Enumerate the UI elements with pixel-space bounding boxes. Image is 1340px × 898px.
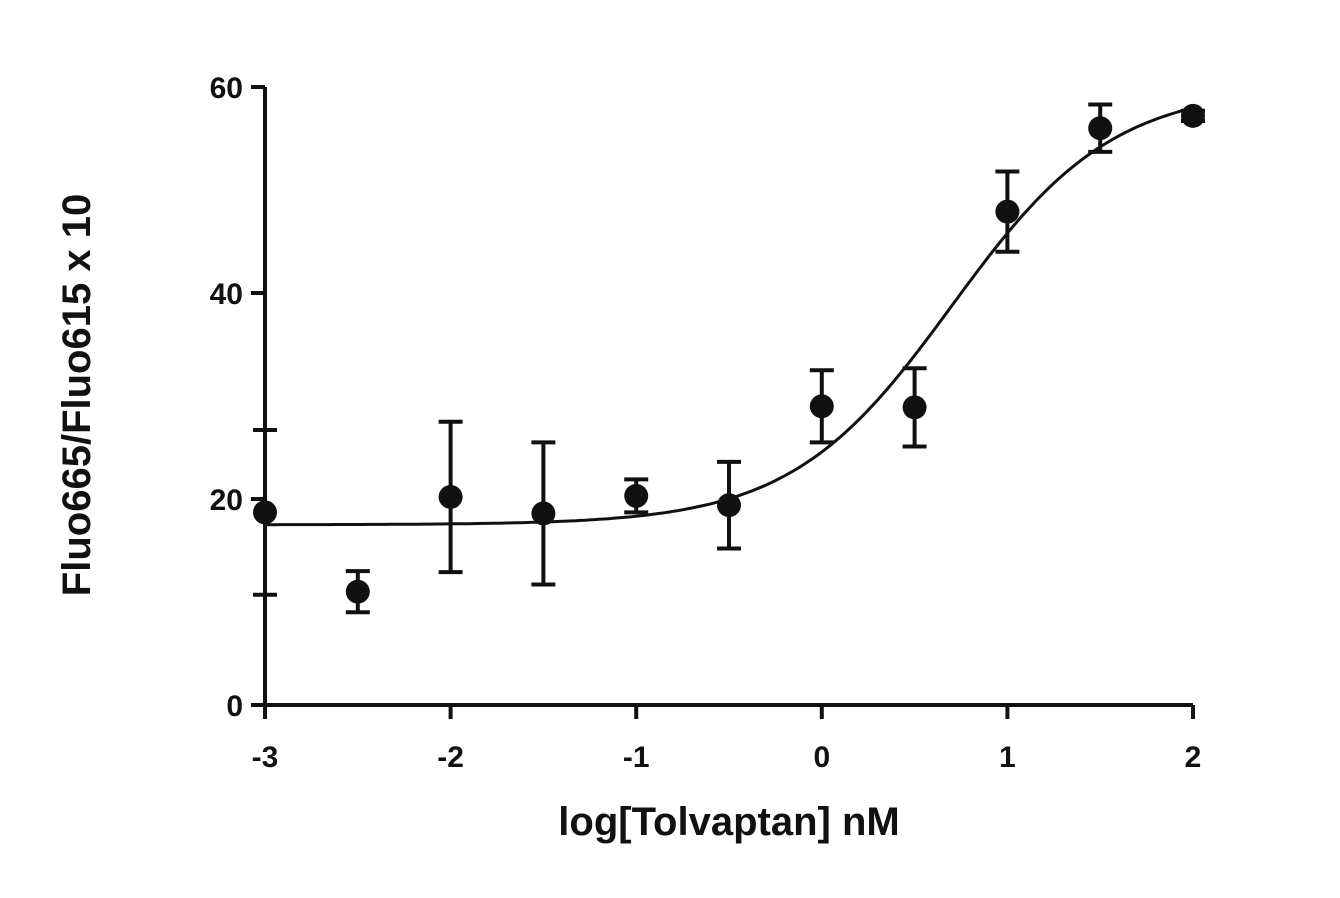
data-point-group bbox=[531, 440, 556, 587]
x-tick-label: 2 bbox=[1185, 741, 1202, 774]
x-tick-label: 0 bbox=[813, 741, 830, 774]
data-point bbox=[345, 579, 370, 604]
data-point bbox=[624, 483, 649, 508]
data-point-group bbox=[253, 427, 277, 597]
axes: 0 20 40 60 -3 -2 -1 0 1 2 bbox=[210, 72, 1202, 774]
data-point bbox=[809, 394, 834, 419]
data-point bbox=[531, 501, 556, 526]
data-point bbox=[902, 395, 927, 420]
data-point-group bbox=[1181, 103, 1205, 128]
data-points bbox=[253, 102, 1205, 615]
x-tick-label: -3 bbox=[252, 741, 279, 774]
y-tick-label: 40 bbox=[210, 278, 243, 311]
data-point bbox=[253, 500, 277, 525]
data-point-group bbox=[717, 459, 741, 551]
data-point bbox=[438, 484, 463, 509]
data-point-group bbox=[624, 477, 649, 515]
y-tick-label: 20 bbox=[210, 484, 243, 517]
x-tick-label: -1 bbox=[623, 741, 650, 774]
data-point-group bbox=[809, 368, 834, 445]
x-axis-title: log[Tolvaptan] nM bbox=[558, 800, 899, 844]
data-point-group bbox=[345, 569, 370, 615]
x-tick-label: 1 bbox=[999, 741, 1016, 774]
y-tick-label: 0 bbox=[226, 690, 243, 723]
y-tick-label: 60 bbox=[210, 72, 243, 105]
x-tick-label: -2 bbox=[437, 741, 464, 774]
data-point bbox=[995, 199, 1020, 224]
y-axis-title: Fluo665/Fluo615 x 10 bbox=[55, 194, 99, 596]
data-point bbox=[717, 493, 741, 518]
data-point-group bbox=[1088, 102, 1113, 154]
data-point-group bbox=[995, 169, 1020, 254]
data-point-group bbox=[902, 366, 927, 449]
data-point bbox=[1181, 103, 1205, 128]
data-point bbox=[1088, 116, 1113, 141]
data-point-group bbox=[438, 419, 463, 575]
